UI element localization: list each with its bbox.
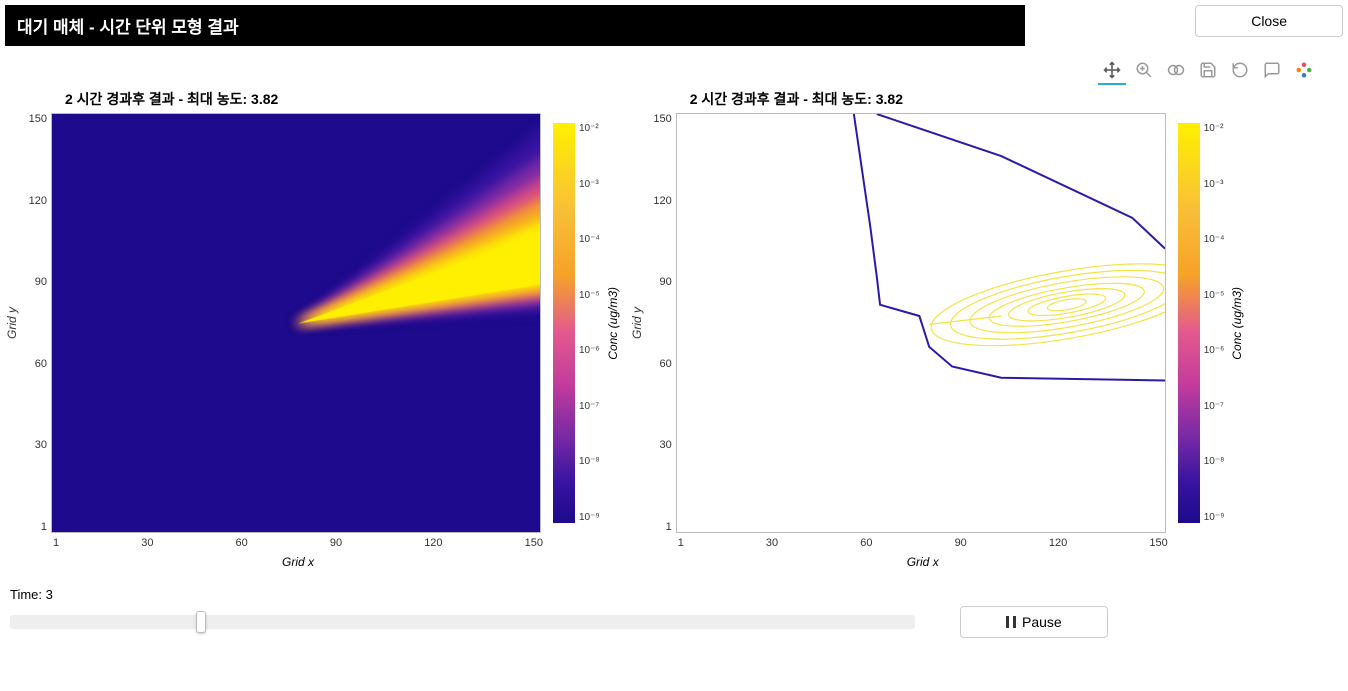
pan-icon [1103,61,1121,79]
pause-icon [1006,616,1016,628]
heatmap-ylabel: Grid y [5,307,19,339]
heatmap-title-prefix: 2 시간 경과후 결과 - 최대 농도: [65,91,251,107]
time-value: 3 [46,587,53,602]
heatmap-title: 2 시간 경과후 결과 - 최대 농도: 3.82 [65,89,620,109]
hover-tool[interactable] [1258,57,1286,85]
pan-tool[interactable] [1098,57,1126,85]
time-label-prefix: Time: [10,587,46,602]
bokeh-logo[interactable] [1290,57,1318,85]
heatmap-title-value: 3.82 [251,91,278,107]
wheel-icon [1167,61,1185,79]
heatmap-xlabel: Grid x [53,555,543,569]
contour-ylabel: Grid y [630,307,644,339]
window-title: 대기 매체 - 시간 단위 모형 결과 [5,5,1025,46]
box-zoom-tool[interactable] [1130,57,1158,85]
plot-toolbar [0,51,1348,89]
save-tool[interactable] [1194,57,1222,85]
contour-xticks: 1306090120150 [678,533,1168,549]
contour-colorbar-label: Conc (ug/m3) [1230,287,1244,360]
time-slider[interactable] [10,615,915,629]
contour-title-prefix: 2 시간 경과후 결과 - 최대 농도: [690,91,876,107]
reset-tool[interactable] [1226,57,1254,85]
contour-yticks: 1501209060301 [648,113,676,533]
contour-title-value: 3.82 [876,91,903,107]
contour-title: 2 시간 경과후 결과 - 최대 농도: 3.82 [690,89,1245,109]
heatmap-colorbar-ticks: 10⁻²10⁻³10⁻⁴10⁻⁵10⁻⁶10⁻⁷10⁻⁸10⁻⁹ [579,123,600,523]
heatmap-xticks: 1306090120150 [53,533,543,549]
contour-xlabel: Grid x [678,555,1168,569]
wheel-zoom-tool[interactable] [1162,57,1190,85]
contour-plot[interactable] [676,113,1166,533]
pause-button[interactable]: Pause [960,606,1108,638]
heatmap-colorbar-label: Conc (ug/m3) [606,287,620,360]
logo-icon [1295,61,1313,79]
heatmap-colorbar [553,123,575,523]
heatmap-yticks: 1501209060301 [23,113,51,533]
heatmap-panel: 2 시간 경과후 결과 - 최대 농도: 3.82 Grid y 1501209… [5,89,620,569]
contour-colorbar-ticks: 10⁻²10⁻³10⁻⁴10⁻⁵10⁻⁶10⁻⁷10⁻⁸10⁻⁹ [1204,123,1225,523]
contour-colorbar [1178,123,1200,523]
zoom-icon [1135,61,1153,79]
heatmap-plot[interactable] [51,113,541,533]
save-icon [1199,61,1217,79]
time-label: Time: 3 [10,587,1338,602]
hover-icon [1263,61,1281,79]
contour-panel: 2 시간 경과후 결과 - 최대 농도: 3.82 Grid y 1501209… [630,89,1245,569]
pause-label: Pause [1022,614,1062,630]
close-button[interactable]: Close [1195,5,1343,37]
reset-icon [1231,61,1249,79]
